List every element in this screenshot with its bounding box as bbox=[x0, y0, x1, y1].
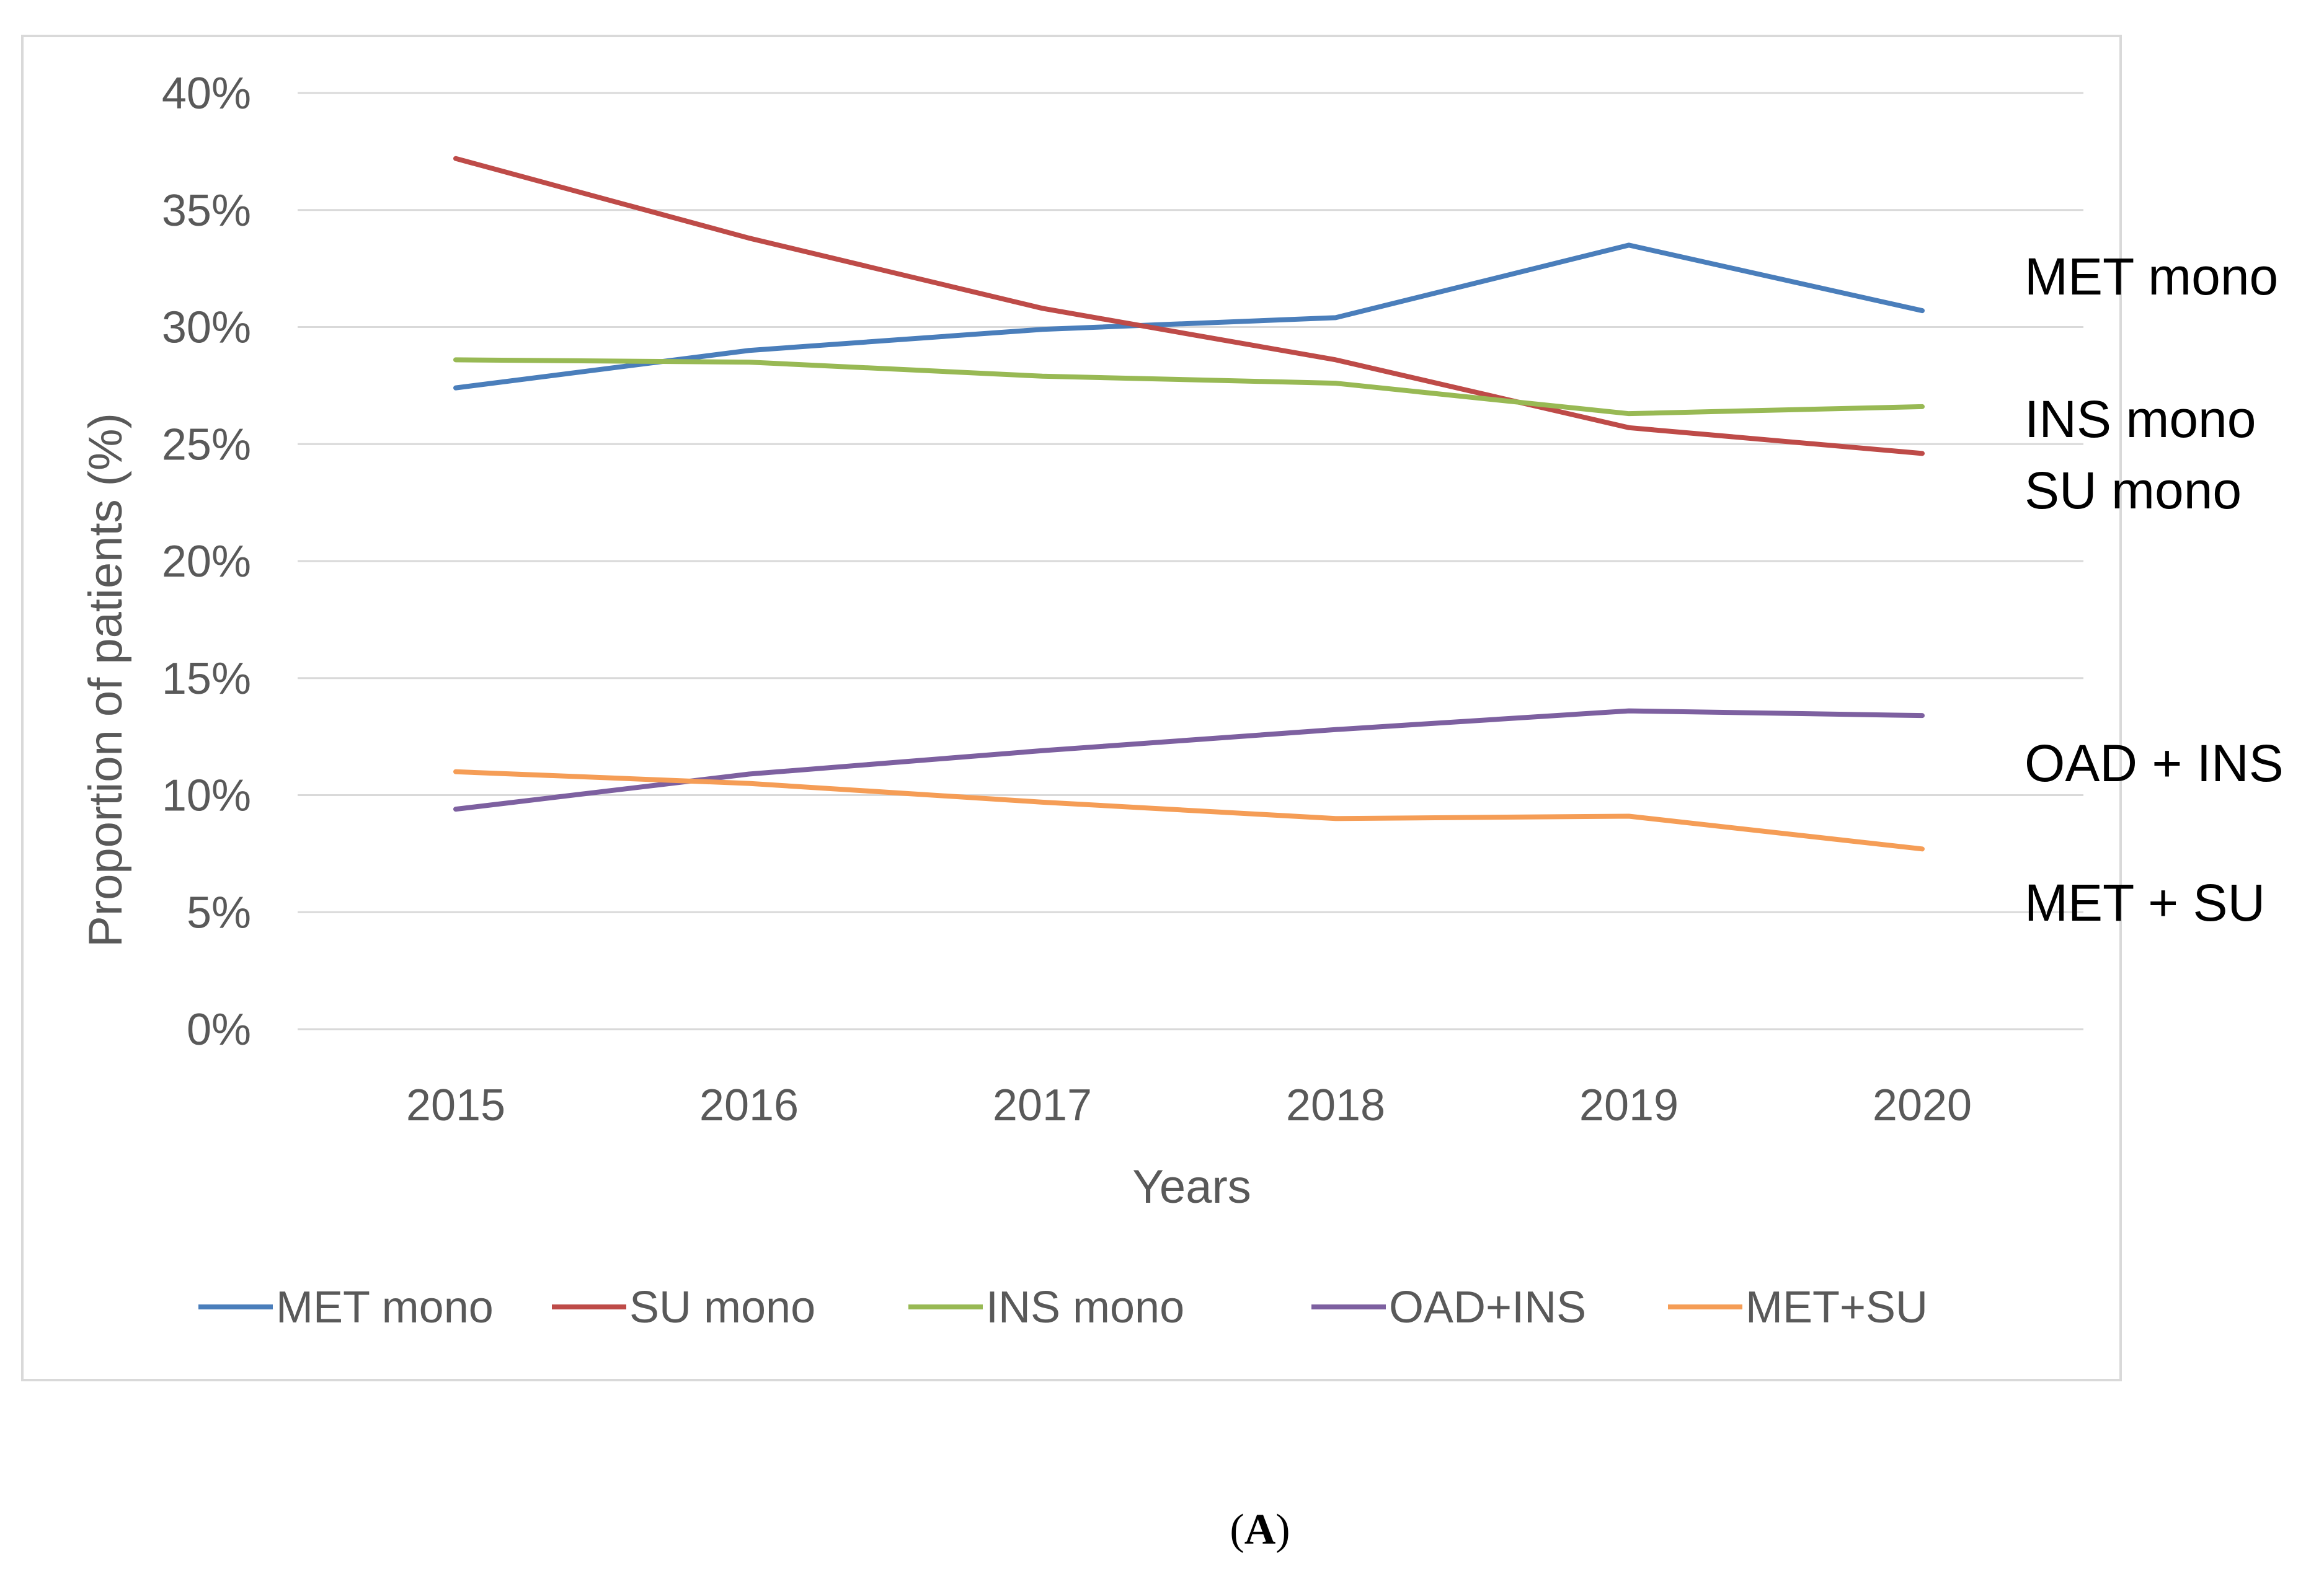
y-tick-label: 20% bbox=[162, 537, 251, 587]
y-tick-label: 0% bbox=[187, 1005, 251, 1055]
series-annotation: INS mono bbox=[2025, 390, 2256, 448]
series-lines bbox=[453, 156, 1925, 852]
x-tick-label: 2020 bbox=[1873, 1081, 1972, 1130]
legend-entry: MET mono bbox=[276, 1283, 494, 1332]
series-line-met-su bbox=[453, 769, 1925, 852]
series-annotation: MET + SU bbox=[2025, 874, 2265, 932]
series-line-ins-mono bbox=[453, 357, 1925, 417]
series-annotation: MET mono bbox=[2025, 247, 2278, 306]
legend: MET mono SU mono INS mono OAD+INS MET+SU bbox=[198, 1283, 1928, 1332]
right-annotations: MET mono INS mono SU mono OAD + INS MET + SU bbox=[2025, 247, 2284, 932]
x-tick-label: 2016 bbox=[699, 1081, 799, 1130]
series-line-su-mono bbox=[453, 156, 1925, 456]
x-tick-label: 2019 bbox=[1579, 1081, 1679, 1130]
y-tick-label: 35% bbox=[162, 186, 251, 236]
series-line-met-mono bbox=[453, 242, 1925, 391]
y-tick-label: 10% bbox=[162, 771, 251, 821]
x-tick-label: 2017 bbox=[993, 1081, 1092, 1130]
y-tick-label: 25% bbox=[162, 420, 251, 469]
y-tick-label: 5% bbox=[187, 888, 251, 937]
chart-border bbox=[21, 35, 2122, 1381]
legend-entry: MET+SU bbox=[1745, 1283, 1928, 1332]
y-tick-label: 15% bbox=[162, 654, 251, 704]
y-tick-label: 40% bbox=[162, 69, 251, 118]
series-annotation: OAD + INS bbox=[2025, 734, 2284, 792]
caption-open-paren: ( bbox=[1230, 1506, 1244, 1554]
gridlines bbox=[298, 92, 2083, 1030]
caption-letter: A bbox=[1244, 1506, 1276, 1554]
legend-entry: SU mono bbox=[629, 1283, 815, 1332]
figure-caption: (A) bbox=[1230, 1506, 1290, 1554]
legend-entry: OAD+INS bbox=[1389, 1283, 1586, 1332]
legend-entry: INS mono bbox=[986, 1283, 1184, 1332]
y-tick-label: 30% bbox=[162, 303, 251, 353]
x-axis-label: Years bbox=[1132, 1161, 1251, 1213]
caption-close-paren: ) bbox=[1275, 1506, 1290, 1554]
x-axis-ticks: 2015 2016 2017 2018 2019 2020 bbox=[406, 1081, 1972, 1130]
x-tick-label: 2018 bbox=[1286, 1081, 1385, 1130]
y-axis-ticks: 0% 5% 10% 15% 20% 25% 30% 35% 40% bbox=[162, 69, 251, 1055]
x-tick-label: 2015 bbox=[406, 1081, 505, 1130]
series-annotation: SU mono bbox=[2025, 461, 2242, 520]
y-axis-label: Proportion of patients (%) bbox=[79, 413, 132, 947]
